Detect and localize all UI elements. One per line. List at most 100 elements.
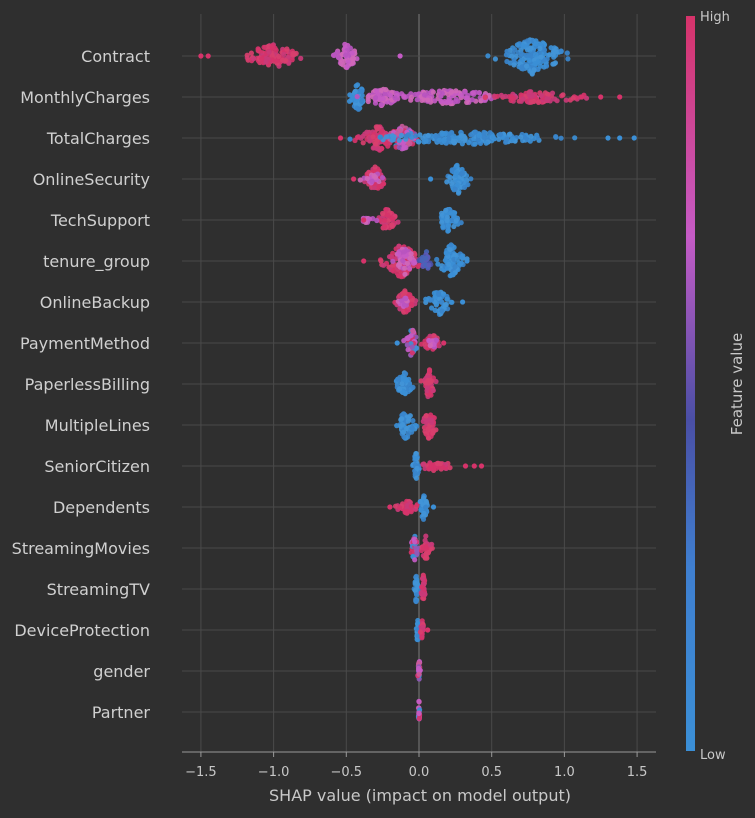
shap-point xyxy=(520,96,526,102)
shap-point xyxy=(432,294,438,300)
shap-point xyxy=(383,207,389,213)
feature-label: Dependents xyxy=(53,498,150,517)
shap-point xyxy=(407,293,413,299)
shap-point xyxy=(427,342,433,349)
shap-point xyxy=(369,178,375,185)
shap-point xyxy=(524,47,531,53)
shap-point xyxy=(261,44,267,50)
shap-point xyxy=(353,83,359,89)
shap-point xyxy=(449,299,455,305)
shap-point xyxy=(402,288,408,294)
shap-point xyxy=(447,174,453,180)
shap-point xyxy=(476,90,483,96)
shap-point xyxy=(427,378,433,384)
shap-point xyxy=(361,217,367,223)
shap-point xyxy=(404,426,410,432)
shap-point xyxy=(342,41,348,47)
shap-point xyxy=(413,475,419,481)
shap-point xyxy=(400,412,406,418)
shap-point xyxy=(443,250,449,256)
shap-point xyxy=(435,261,441,267)
shap-point xyxy=(416,665,422,672)
shap-point xyxy=(347,136,353,142)
shap-point xyxy=(553,46,559,52)
shap-point xyxy=(420,461,426,467)
feature-label: DeviceProtection xyxy=(14,621,150,640)
shap-point xyxy=(469,97,475,103)
shap-point xyxy=(453,217,459,223)
shap-point xyxy=(399,298,405,304)
shap-point xyxy=(248,50,254,56)
shap-point xyxy=(380,96,386,102)
shap-point xyxy=(524,63,530,69)
shap-point xyxy=(349,50,355,56)
shap-point xyxy=(389,223,395,229)
shap-point xyxy=(481,134,487,140)
feature-label: TotalCharges xyxy=(46,129,150,148)
shap-point xyxy=(427,542,433,548)
shap-point xyxy=(527,53,534,59)
shap-point xyxy=(444,214,450,220)
shap-point xyxy=(433,337,440,343)
shap-point xyxy=(423,255,429,261)
shap-point xyxy=(376,146,382,152)
shap-point xyxy=(439,299,445,305)
shap-point xyxy=(420,516,427,522)
shap-point xyxy=(412,259,418,265)
shap-point xyxy=(458,260,464,266)
shap-point xyxy=(438,98,444,104)
shap-point xyxy=(409,344,415,350)
shap-point xyxy=(413,451,419,457)
shap-point xyxy=(422,591,428,597)
shap-point xyxy=(572,135,578,141)
shap-point xyxy=(401,434,407,440)
shap-point xyxy=(374,217,380,224)
shap-point xyxy=(415,620,421,626)
shap-point xyxy=(389,133,395,139)
shap-point xyxy=(405,347,411,353)
shap-point xyxy=(426,338,433,344)
shap-point xyxy=(509,53,515,59)
shap-point xyxy=(497,131,503,137)
shap-point xyxy=(374,88,380,94)
shap-point xyxy=(421,92,428,98)
shap-point xyxy=(419,584,425,590)
shap-point xyxy=(334,49,341,55)
shap-point xyxy=(408,333,414,339)
shap-point xyxy=(439,90,445,96)
shap-point xyxy=(430,504,437,510)
shap-point xyxy=(425,132,431,139)
shap-point xyxy=(276,53,282,60)
shap-point xyxy=(413,345,420,351)
shap-point xyxy=(380,210,386,217)
shap-point xyxy=(393,503,399,509)
shap-point xyxy=(414,551,420,557)
shap-point xyxy=(431,333,437,339)
shap-point xyxy=(598,94,604,100)
shap-point xyxy=(417,499,423,505)
shap-point xyxy=(390,258,396,264)
shap-point xyxy=(549,90,556,96)
shap-point xyxy=(354,94,360,100)
shap-point xyxy=(439,131,445,137)
shap-point xyxy=(570,95,576,101)
shap-point xyxy=(462,136,468,142)
shap-point xyxy=(370,145,376,151)
shap-point xyxy=(503,139,509,145)
shap-point xyxy=(529,70,535,76)
shap-point xyxy=(357,177,363,183)
shap-point xyxy=(553,134,559,140)
x-tick-label: 0.0 xyxy=(409,765,430,780)
shap-point xyxy=(366,216,373,222)
shap-point xyxy=(459,92,465,98)
shap-point xyxy=(470,90,476,96)
colorbar: High Low Feature value xyxy=(686,10,746,763)
shap-point xyxy=(412,91,418,98)
shap-point xyxy=(494,93,500,99)
shap-point xyxy=(448,242,454,248)
shap-point xyxy=(550,52,556,58)
shap-point xyxy=(485,53,491,59)
shap-point xyxy=(444,179,450,185)
shap-point xyxy=(397,505,403,511)
shap-point xyxy=(558,48,564,54)
